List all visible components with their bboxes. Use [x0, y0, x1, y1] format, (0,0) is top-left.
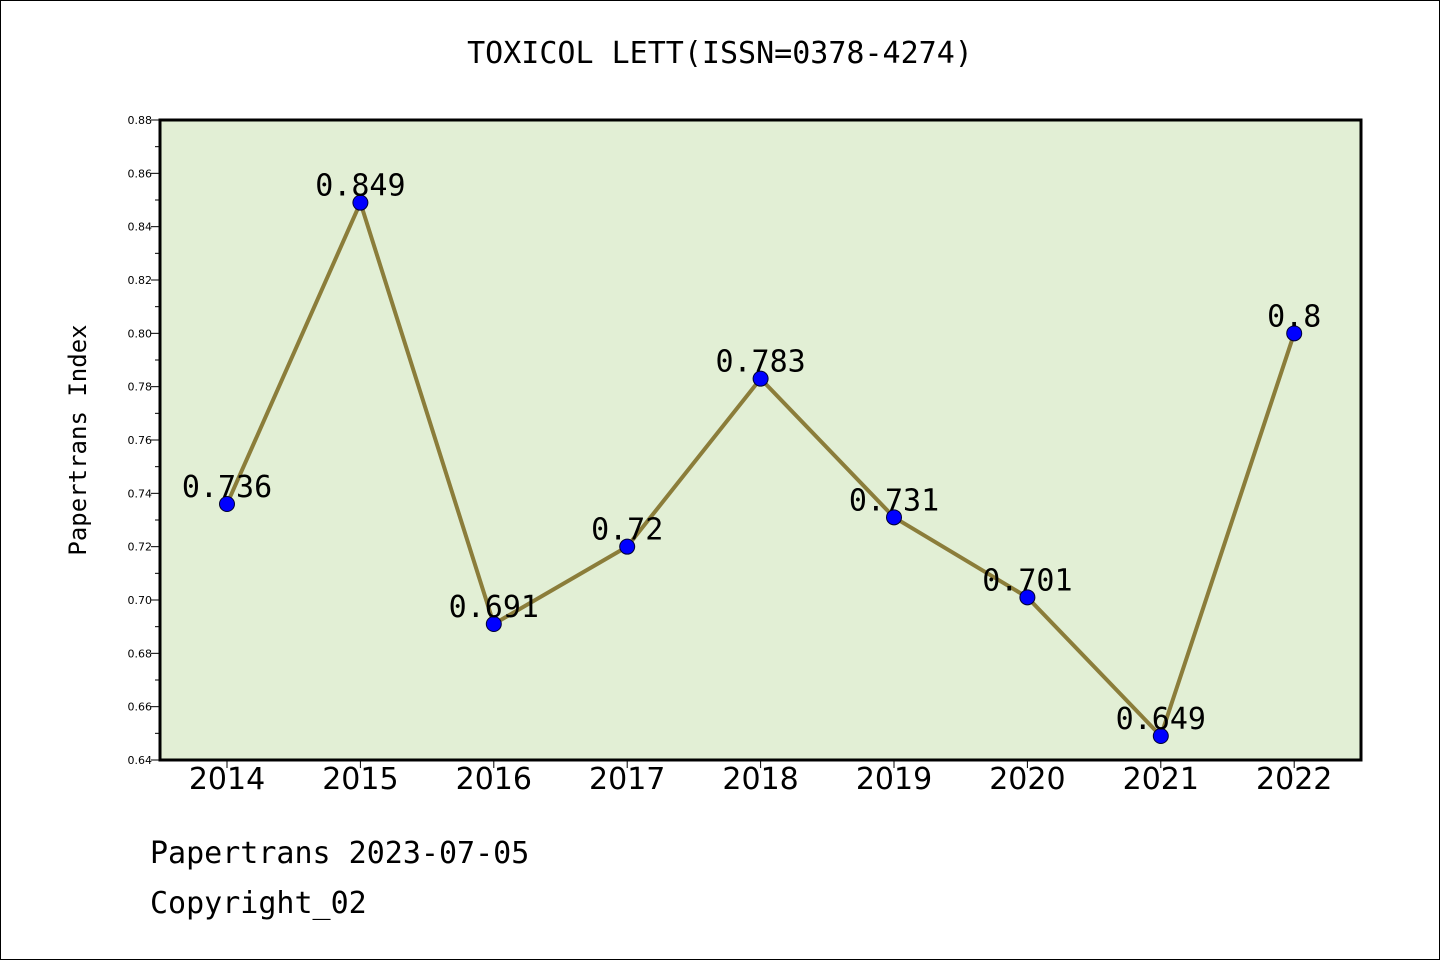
x-tick-label: 2020	[989, 762, 1065, 797]
data-point-2017	[619, 538, 636, 555]
data-label-2021: 0.649	[1116, 702, 1206, 737]
y-tick-label: 0.64	[128, 754, 153, 767]
chart-title: TOXICOL LETT(ISSN=0378-4274)	[467, 36, 973, 71]
data-label-2020: 0.701	[982, 563, 1072, 598]
data-point-2014	[219, 496, 235, 512]
y-tick-label: 0.76	[128, 434, 153, 447]
y-tick-label: 0.66	[128, 701, 153, 714]
data-points	[219, 194, 1303, 744]
y-tick-label: 0.70	[128, 594, 153, 607]
plot-area	[160, 120, 1361, 760]
data-label-2022: 0.8	[1267, 299, 1321, 334]
data-point-2015	[352, 194, 369, 211]
data-labels: 0.736 0.849 0.691 0.72 0.783 0.731 0.701 0.649 0…	[182, 169, 1321, 737]
y-tick-label: 0.78	[128, 381, 153, 394]
y-tick-label: 0.68	[128, 647, 153, 660]
y-axis: 0.64 0.66 0.68 0.70 0.72 0.74 0.76 0.78 0.80 0.82…	[128, 114, 160, 767]
data-point-2019	[886, 509, 902, 526]
x-axis: 2014 2015 2016 2017 2018 2019 2020 2021 2022	[189, 760, 1332, 797]
data-point-2021	[1152, 728, 1169, 744]
x-tick-label: 2015	[322, 762, 398, 797]
y-tick-label: 0.82	[128, 274, 153, 287]
x-tick-label: 2019	[856, 762, 932, 797]
data-label-2018: 0.783	[715, 345, 805, 380]
y-tick-label: 0.84	[128, 221, 153, 234]
data-point-2020	[1019, 589, 1036, 606]
footer-date: Papertrans 2023-07-05	[150, 836, 530, 871]
y-tick-label: 0.74	[128, 487, 153, 500]
data-point-2016	[485, 616, 502, 632]
x-tick-label: 2016	[456, 762, 532, 797]
data-point-2022	[1286, 325, 1303, 342]
y-tick-label: 0.72	[128, 541, 153, 554]
y-tick-label: 0.88	[128, 114, 153, 127]
x-tick-label: 2022	[1256, 762, 1332, 797]
data-label-2016: 0.691	[449, 590, 539, 625]
footer-copyright: Copyright_02	[150, 886, 367, 921]
data-label-2019: 0.731	[849, 483, 939, 518]
x-tick-label: 2018	[722, 762, 798, 797]
data-label-2017: 0.72	[591, 513, 663, 548]
x-tick-label: 2021	[1123, 762, 1199, 797]
x-tick-label: 2017	[589, 762, 665, 797]
y-tick-label: 0.86	[128, 167, 153, 180]
data-label-2015: 0.849	[315, 169, 405, 204]
data-label-2014: 0.736	[182, 470, 272, 505]
plot-border	[158, 118, 1363, 762]
y-tick-label: 0.80	[128, 327, 153, 340]
data-point-2018	[752, 370, 769, 387]
x-tick-label: 2014	[189, 762, 265, 797]
y-axis-label: Papertrans Index	[64, 324, 92, 555]
